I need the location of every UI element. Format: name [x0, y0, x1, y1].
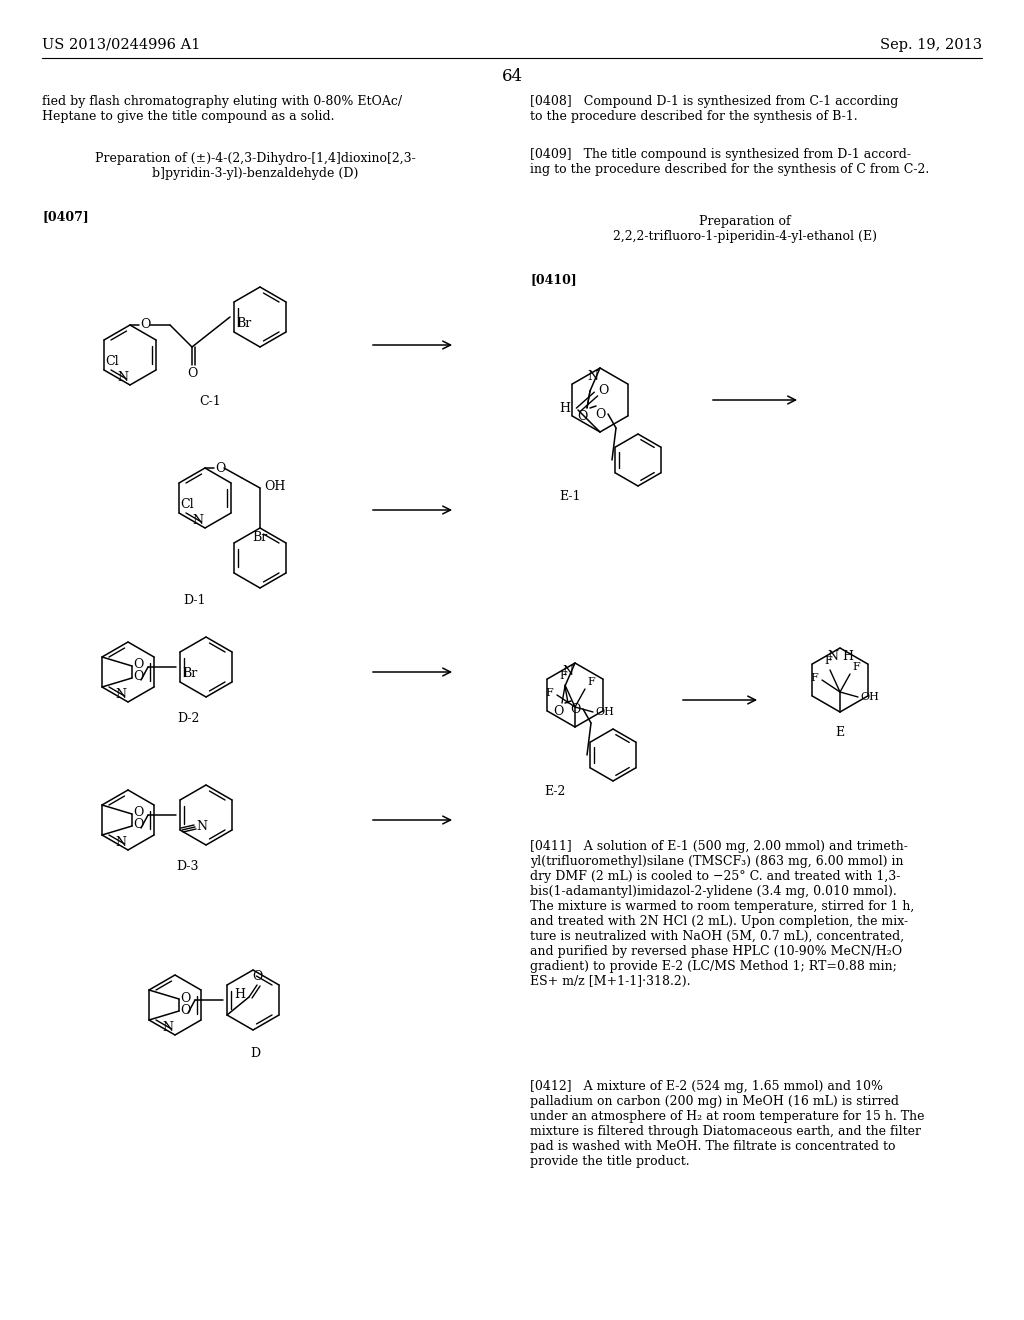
- Text: H: H: [559, 401, 570, 414]
- Text: O: O: [133, 659, 143, 672]
- Text: [0409]   The title compound is synthesized from D-1 accord-
ing to the procedure: [0409] The title compound is synthesized…: [530, 148, 929, 176]
- Text: N: N: [115, 688, 126, 701]
- Text: N: N: [827, 649, 838, 663]
- Text: [0407]: [0407]: [42, 210, 89, 223]
- Text: D: D: [250, 1047, 260, 1060]
- Text: O: O: [252, 970, 262, 983]
- Text: F: F: [824, 656, 831, 667]
- Text: F: F: [852, 663, 860, 672]
- Text: Br: Br: [236, 317, 251, 330]
- Text: F: F: [810, 673, 818, 682]
- Text: Br: Br: [182, 667, 198, 680]
- Text: D-2: D-2: [177, 711, 200, 725]
- Text: Sep. 19, 2013: Sep. 19, 2013: [880, 38, 982, 51]
- Text: N: N: [587, 370, 598, 383]
- Text: 64: 64: [502, 69, 522, 84]
- Text: Br: Br: [252, 531, 267, 544]
- Text: N: N: [115, 836, 126, 849]
- Text: N: N: [117, 371, 128, 384]
- Text: [0408]   Compound D-1 is synthesized from C-1 according
to the procedure describ: [0408] Compound D-1 is synthesized from …: [530, 95, 898, 123]
- Text: F: F: [545, 688, 553, 698]
- Text: O: O: [569, 704, 581, 715]
- Text: H: H: [842, 649, 853, 663]
- Text: E-1: E-1: [559, 490, 581, 503]
- Text: D-3: D-3: [177, 861, 200, 873]
- Text: fied by flash chromatography eluting with 0-80% EtOAc/
Heptane to give the title: fied by flash chromatography eluting wit…: [42, 95, 402, 123]
- Text: N: N: [196, 821, 207, 833]
- Text: O: O: [553, 705, 563, 718]
- Text: OH: OH: [595, 708, 613, 717]
- Text: F: F: [587, 677, 595, 686]
- Text: Preparation of
2,2,2-trifluoro-1-piperidin-4-yl-ethanol (E): Preparation of 2,2,2-trifluoro-1-piperid…: [613, 215, 877, 243]
- Text: Cl: Cl: [180, 498, 194, 511]
- Text: [0411]   A solution of E-1 (500 mg, 2.00 mmol) and trimeth-
yl(trifluoromethyl)s: [0411] A solution of E-1 (500 mg, 2.00 m…: [530, 840, 914, 987]
- Text: OH: OH: [264, 479, 286, 492]
- Text: O: O: [215, 462, 225, 474]
- Text: O: O: [186, 367, 198, 380]
- Text: O: O: [133, 671, 143, 684]
- Text: O: O: [133, 818, 143, 832]
- Text: N: N: [562, 665, 573, 678]
- Text: F: F: [559, 671, 567, 681]
- Text: O: O: [140, 318, 151, 331]
- Text: US 2013/0244996 A1: US 2013/0244996 A1: [42, 38, 201, 51]
- Text: C-1: C-1: [199, 395, 221, 408]
- Text: E-2: E-2: [545, 785, 565, 799]
- Text: H: H: [234, 989, 245, 1002]
- Text: N: N: [162, 1020, 173, 1034]
- Text: [0412]   A mixture of E-2 (524 mg, 1.65 mmol) and 10%
palladium on carbon (200 m: [0412] A mixture of E-2 (524 mg, 1.65 mm…: [530, 1080, 925, 1168]
- Text: Preparation of (±)-4-(2,3-Dihydro-[1,4]dioxino[2,3-
b]pyridin-3-yl)-benzaldehyde: Preparation of (±)-4-(2,3-Dihydro-[1,4]d…: [94, 152, 416, 180]
- Text: O: O: [595, 408, 605, 421]
- Text: E: E: [836, 726, 845, 739]
- Text: O: O: [133, 807, 143, 820]
- Text: Cl: Cl: [105, 355, 119, 368]
- Text: O: O: [180, 991, 190, 1005]
- Text: O: O: [577, 411, 587, 422]
- Text: N: N: [193, 513, 203, 527]
- Text: D-1: D-1: [183, 594, 206, 607]
- Text: [0410]: [0410]: [530, 273, 577, 286]
- Text: O: O: [180, 1003, 190, 1016]
- Text: O: O: [598, 384, 608, 396]
- Text: OH: OH: [860, 692, 879, 702]
